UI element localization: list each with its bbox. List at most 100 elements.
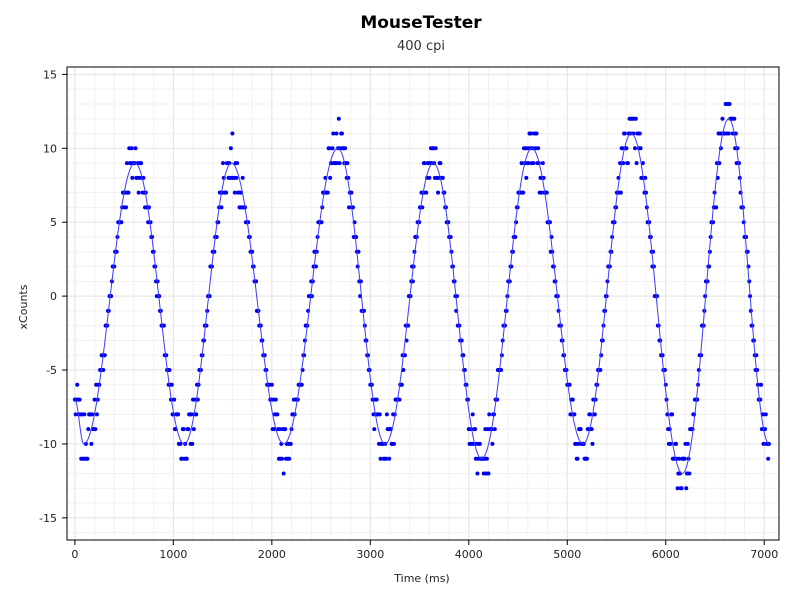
- data-point: [584, 456, 589, 461]
- data-point: [384, 412, 389, 417]
- data-point: [374, 397, 379, 402]
- data-point: [133, 146, 138, 151]
- data-point: [529, 131, 534, 136]
- data-point: [519, 161, 524, 166]
- data-point: [475, 471, 480, 476]
- data-point: [534, 131, 539, 136]
- data-point: [372, 427, 377, 432]
- data-point: [167, 368, 172, 373]
- x-tick-label: 1000: [159, 548, 187, 561]
- data-point: [77, 397, 82, 402]
- data-point: [228, 146, 233, 151]
- data-point: [126, 190, 131, 195]
- data-point: [119, 220, 124, 225]
- data-point: [391, 441, 396, 446]
- data-point: [633, 146, 638, 151]
- data-point: [287, 456, 292, 461]
- data-point: [759, 382, 764, 387]
- y-tick-label: 0: [50, 290, 57, 303]
- data-point: [288, 441, 293, 446]
- data-point: [592, 412, 597, 417]
- data-point: [345, 161, 350, 166]
- data-point: [377, 412, 382, 417]
- data-point: [191, 427, 196, 432]
- data-point: [281, 471, 286, 476]
- y-tick-label: 10: [43, 142, 57, 155]
- x-tick-label: 3000: [356, 548, 384, 561]
- series-line: [74, 118, 770, 474]
- data-point: [761, 441, 766, 446]
- x-tick-label: 5000: [553, 548, 581, 561]
- data-point: [273, 397, 278, 402]
- data-point: [424, 190, 429, 195]
- data-point: [325, 190, 330, 195]
- data-point: [575, 456, 580, 461]
- data-point: [283, 427, 288, 432]
- data-point: [399, 382, 404, 387]
- data-point: [327, 146, 332, 151]
- data-point: [422, 161, 427, 166]
- data-point: [643, 175, 648, 180]
- data-point: [477, 441, 482, 446]
- data-point: [181, 427, 186, 432]
- y-axis-label: xCounts: [17, 284, 30, 329]
- data-point: [94, 412, 99, 417]
- data-point: [219, 205, 224, 210]
- data-point: [473, 427, 478, 432]
- data-point: [90, 412, 95, 417]
- y-tick-label: 15: [43, 68, 57, 81]
- data-point: [101, 368, 106, 373]
- x-axis-label: Time (ms): [393, 572, 449, 585]
- data-point: [526, 161, 531, 166]
- data-point: [677, 456, 682, 461]
- data-point: [504, 308, 509, 313]
- data-point: [82, 412, 87, 417]
- data-point: [186, 427, 191, 432]
- data-point: [589, 427, 594, 432]
- data-point: [169, 382, 174, 387]
- data-point: [378, 456, 383, 461]
- data-point: [684, 486, 689, 491]
- data-point: [232, 190, 237, 195]
- data-point: [720, 116, 725, 121]
- data-point: [486, 471, 491, 476]
- data-point: [427, 175, 432, 180]
- data-point: [328, 175, 333, 180]
- data-point: [705, 279, 710, 284]
- data-point: [230, 131, 235, 136]
- data-point: [433, 146, 438, 151]
- data-point: [234, 175, 239, 180]
- data-point: [539, 190, 544, 195]
- data-point: [620, 146, 625, 151]
- data-point: [356, 249, 361, 254]
- data-point: [685, 441, 690, 446]
- data-point: [687, 471, 692, 476]
- data-point: [675, 486, 680, 491]
- data-point: [334, 131, 339, 136]
- data-point: [124, 161, 129, 166]
- y-tick-label: 5: [50, 216, 57, 229]
- data-point: [397, 397, 402, 402]
- data-point: [299, 382, 304, 387]
- data-point: [336, 116, 341, 121]
- data-point: [763, 412, 768, 417]
- data-point: [521, 190, 526, 195]
- y-tick-label: -10: [39, 438, 57, 451]
- data-point: [73, 412, 78, 417]
- data-point: [633, 116, 638, 121]
- data-point: [436, 190, 441, 195]
- data-point: [224, 190, 229, 195]
- data-point: [755, 368, 760, 373]
- x-tick-label: 7000: [750, 548, 778, 561]
- data-point: [384, 456, 389, 461]
- data-point: [172, 397, 177, 402]
- data-point: [726, 131, 731, 136]
- data-point: [732, 116, 737, 121]
- data-point: [75, 382, 80, 387]
- x-tick-label: 4000: [455, 548, 483, 561]
- y-tick-label: -5: [46, 364, 57, 377]
- data-point: [714, 205, 719, 210]
- data-point: [130, 175, 135, 180]
- data-point: [590, 441, 595, 446]
